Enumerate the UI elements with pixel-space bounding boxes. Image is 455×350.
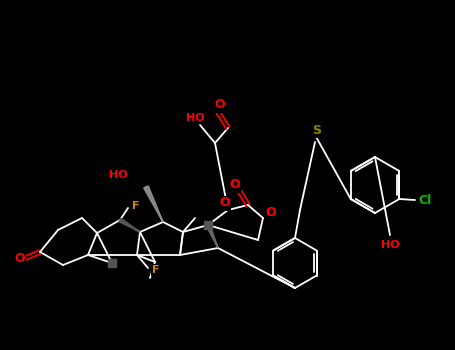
Text: O: O	[15, 252, 25, 265]
Text: HO: HO	[186, 113, 204, 123]
Text: F: F	[132, 201, 140, 211]
Text: HO: HO	[109, 170, 128, 180]
Text: F: F	[152, 265, 160, 275]
Text: O: O	[215, 98, 225, 112]
Text: HO: HO	[381, 240, 399, 250]
Polygon shape	[119, 218, 140, 232]
Polygon shape	[108, 259, 116, 267]
Text: O: O	[220, 196, 230, 210]
Polygon shape	[144, 186, 163, 222]
Text: O: O	[230, 178, 240, 191]
Text: O: O	[266, 205, 276, 218]
Polygon shape	[206, 224, 218, 248]
Text: Cl: Cl	[419, 194, 432, 206]
Text: S: S	[313, 124, 322, 136]
Polygon shape	[204, 221, 212, 229]
